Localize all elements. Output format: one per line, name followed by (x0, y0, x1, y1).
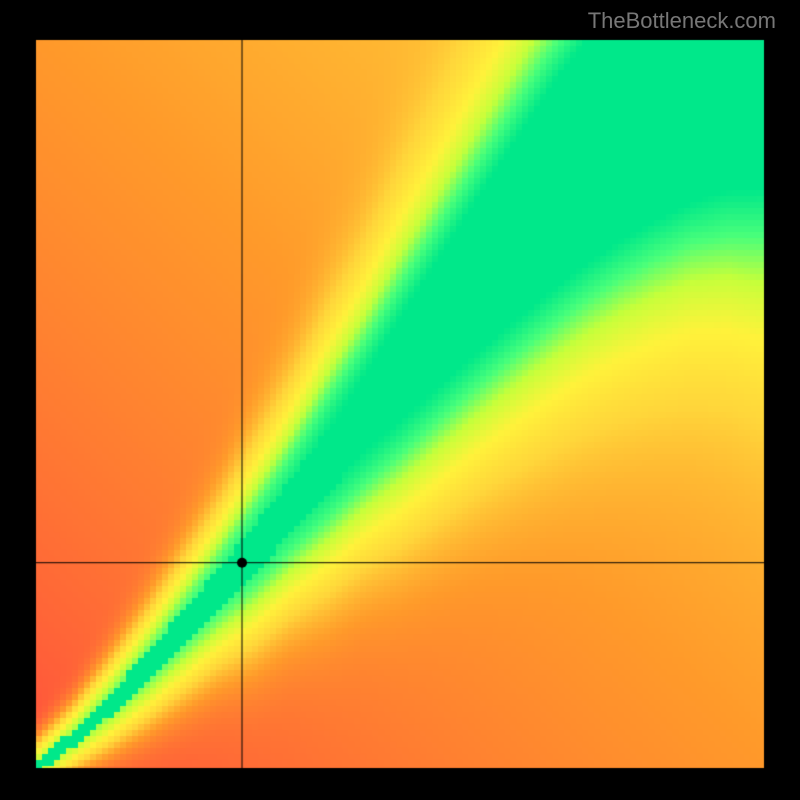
heatmap-canvas (0, 0, 800, 800)
bottleneck-chart: TheBottleneck.com (0, 0, 800, 800)
watermark-text: TheBottleneck.com (588, 8, 776, 34)
